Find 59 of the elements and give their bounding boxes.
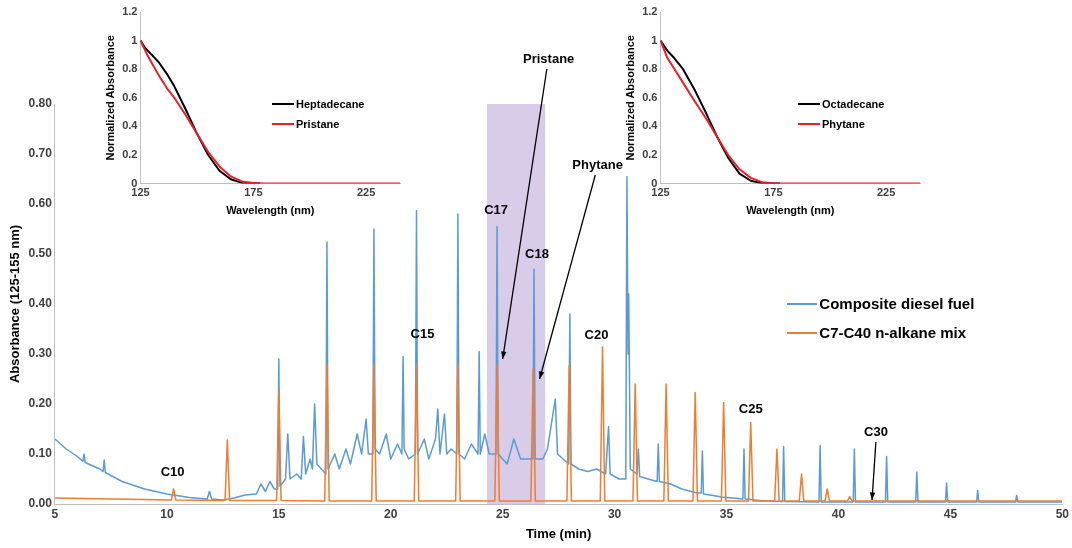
y-tick-label: 1.2 bbox=[122, 5, 138, 18]
x-tick-label: 225 bbox=[356, 186, 376, 199]
x-axis-title: Wavelength (nm) bbox=[226, 204, 315, 217]
y-tick-label: 0.6 bbox=[642, 90, 658, 103]
y-tick-label: 0.70 bbox=[28, 146, 53, 161]
y-axis-title: Normalized Absorbance bbox=[103, 35, 116, 161]
x-tick-label: 30 bbox=[607, 506, 622, 521]
y-tick-label: 1 bbox=[131, 33, 138, 46]
x-tick-label: 45 bbox=[943, 506, 958, 521]
y-tick-label: 0.40 bbox=[28, 296, 53, 311]
annotation: C30 bbox=[864, 423, 888, 439]
y-tick-label: 0.8 bbox=[122, 62, 138, 75]
y-tick-label: 0.6 bbox=[122, 90, 138, 103]
x-tick-label: 15 bbox=[272, 506, 286, 521]
x-tick-label: 225 bbox=[876, 186, 896, 199]
x-tick-label: 35 bbox=[719, 506, 734, 521]
annotation: C18 bbox=[525, 245, 549, 261]
x-axis-title: Wavelength (nm) bbox=[746, 204, 835, 217]
annotation: Phytane bbox=[572, 156, 623, 172]
x-tick-label: 125 bbox=[131, 186, 150, 199]
y-tick-label: 0.20 bbox=[28, 396, 53, 411]
y-tick-label: 0.4 bbox=[122, 119, 139, 132]
y-tick-label: 0.4 bbox=[642, 119, 659, 132]
x-tick-label: 10 bbox=[160, 506, 174, 521]
x-tick-label: 125 bbox=[651, 186, 670, 199]
y-tick-label: 0.50 bbox=[28, 246, 53, 261]
y-tick-label: 0.30 bbox=[28, 346, 53, 361]
x-tick-label: 175 bbox=[764, 186, 783, 199]
y-tick-label: 0.00 bbox=[28, 496, 53, 511]
y-tick-label: 0.2 bbox=[122, 148, 138, 161]
y-tick-label: 0.80 bbox=[28, 96, 53, 111]
x-axis-title: Time (min) bbox=[525, 525, 592, 541]
x-tick-label: 40 bbox=[831, 506, 846, 521]
y-tick-label: 0.10 bbox=[28, 446, 53, 461]
y-axis-title: Normalized Absorbance bbox=[623, 35, 636, 161]
y-tick-label: 1.2 bbox=[642, 5, 658, 18]
y-tick-label: 0.60 bbox=[28, 196, 53, 211]
annotation: Pristane bbox=[523, 50, 575, 66]
y-tick-label: 0.8 bbox=[642, 62, 658, 75]
annotation: C20 bbox=[584, 326, 609, 342]
x-tick-label: 5 bbox=[51, 506, 59, 521]
y-tick-label: 0.2 bbox=[642, 148, 658, 161]
y-tick-label: 0 bbox=[131, 176, 138, 189]
annotation: C10 bbox=[160, 463, 185, 479]
y-tick-label: 0 bbox=[651, 176, 658, 189]
legend-label: Composite diesel fuel bbox=[819, 295, 975, 312]
legend-label: Heptadecane bbox=[296, 97, 365, 110]
legend-label: Octadecane bbox=[822, 97, 885, 110]
y-axis-title: Absorbance (125-155 nm) bbox=[7, 224, 23, 384]
legend-label: Phytane bbox=[822, 117, 865, 130]
legend-label: C7-C40 n-alkane mix bbox=[819, 324, 967, 341]
x-tick-label: 20 bbox=[384, 506, 398, 521]
x-tick-label: 25 bbox=[496, 506, 510, 521]
y-tick-label: 1 bbox=[651, 33, 658, 46]
annotation: C25 bbox=[738, 401, 763, 417]
x-tick-label: 50 bbox=[1055, 506, 1070, 521]
x-tick-label: 175 bbox=[244, 186, 263, 199]
legend-label: Pristane bbox=[296, 117, 340, 130]
annotation: C17 bbox=[484, 202, 509, 218]
